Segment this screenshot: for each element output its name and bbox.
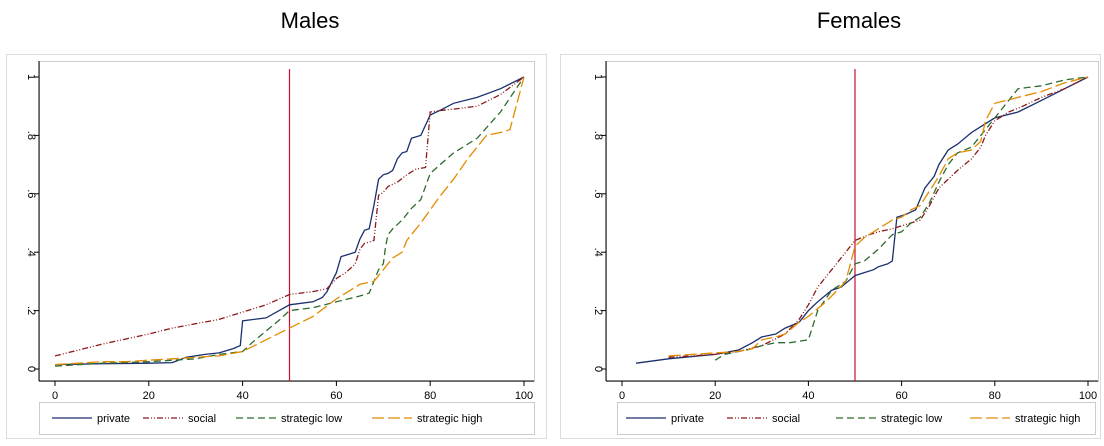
legend-label: social <box>772 413 800 425</box>
x-tick-label: 60 <box>895 390 907 402</box>
series-line-strategic-low <box>54 76 525 367</box>
y-tick-label: 1 <box>25 74 37 80</box>
series-line-strategic-low <box>714 76 1089 361</box>
x-tick-label: 100 <box>515 390 533 402</box>
x-tick-label: 40 <box>236 390 248 402</box>
series-line-strategic-high <box>54 76 525 366</box>
females-chart-title: Females <box>816 8 902 33</box>
y-tick-label: .2 <box>592 306 604 315</box>
x-tick-label: 20 <box>709 390 721 402</box>
males-chart-title: Males <box>280 8 340 33</box>
x-tick-label: 0 <box>52 390 58 402</box>
legend-label: private <box>97 413 130 425</box>
legend <box>617 402 1096 435</box>
males-chart: 0 20 40 60 80 100 0 .2 .4 .6 .8 1 private social strat… <box>6 54 547 439</box>
series-line-social <box>54 76 525 357</box>
series-line-private <box>635 76 1089 364</box>
y-tick-label: .4 <box>592 248 604 257</box>
y-tick-label: 0 <box>25 366 37 372</box>
x-tick-label: 80 <box>989 390 1001 402</box>
y-tick-label: .8 <box>592 131 604 140</box>
legend-label: social <box>188 413 216 425</box>
y-tick-label: .6 <box>592 189 604 198</box>
x-tick-label: 0 <box>619 390 625 402</box>
legend <box>39 402 535 435</box>
series-line-social <box>668 76 1089 358</box>
legend-label: strategic low <box>881 413 942 425</box>
series-line-strategic-high <box>668 76 1089 357</box>
x-tick-label: 100 <box>1079 390 1097 402</box>
y-tick-label: .8 <box>25 131 37 140</box>
y-tick-label: .6 <box>25 189 37 198</box>
legend-label: strategic low <box>281 413 342 425</box>
x-tick-label: 20 <box>143 390 155 402</box>
y-tick-label: 0 <box>592 366 604 372</box>
legend-label: private <box>671 413 704 425</box>
females-chart: 0 20 40 60 80 100 0 .2 .4 .6 .8 1 private social strat… <box>560 54 1101 439</box>
y-tick-label: 1 <box>592 74 604 80</box>
legend-label: strategic high <box>1015 413 1080 425</box>
plot-area <box>606 61 1099 382</box>
x-tick-label: 80 <box>424 390 436 402</box>
x-tick-label: 60 <box>330 390 342 402</box>
y-tick-label: .2 <box>25 306 37 315</box>
series-line-private <box>54 76 525 366</box>
y-tick-label: .4 <box>25 248 37 257</box>
legend-label: strategic high <box>417 413 482 425</box>
plot-area <box>39 61 535 382</box>
x-tick-label: 40 <box>802 390 814 402</box>
